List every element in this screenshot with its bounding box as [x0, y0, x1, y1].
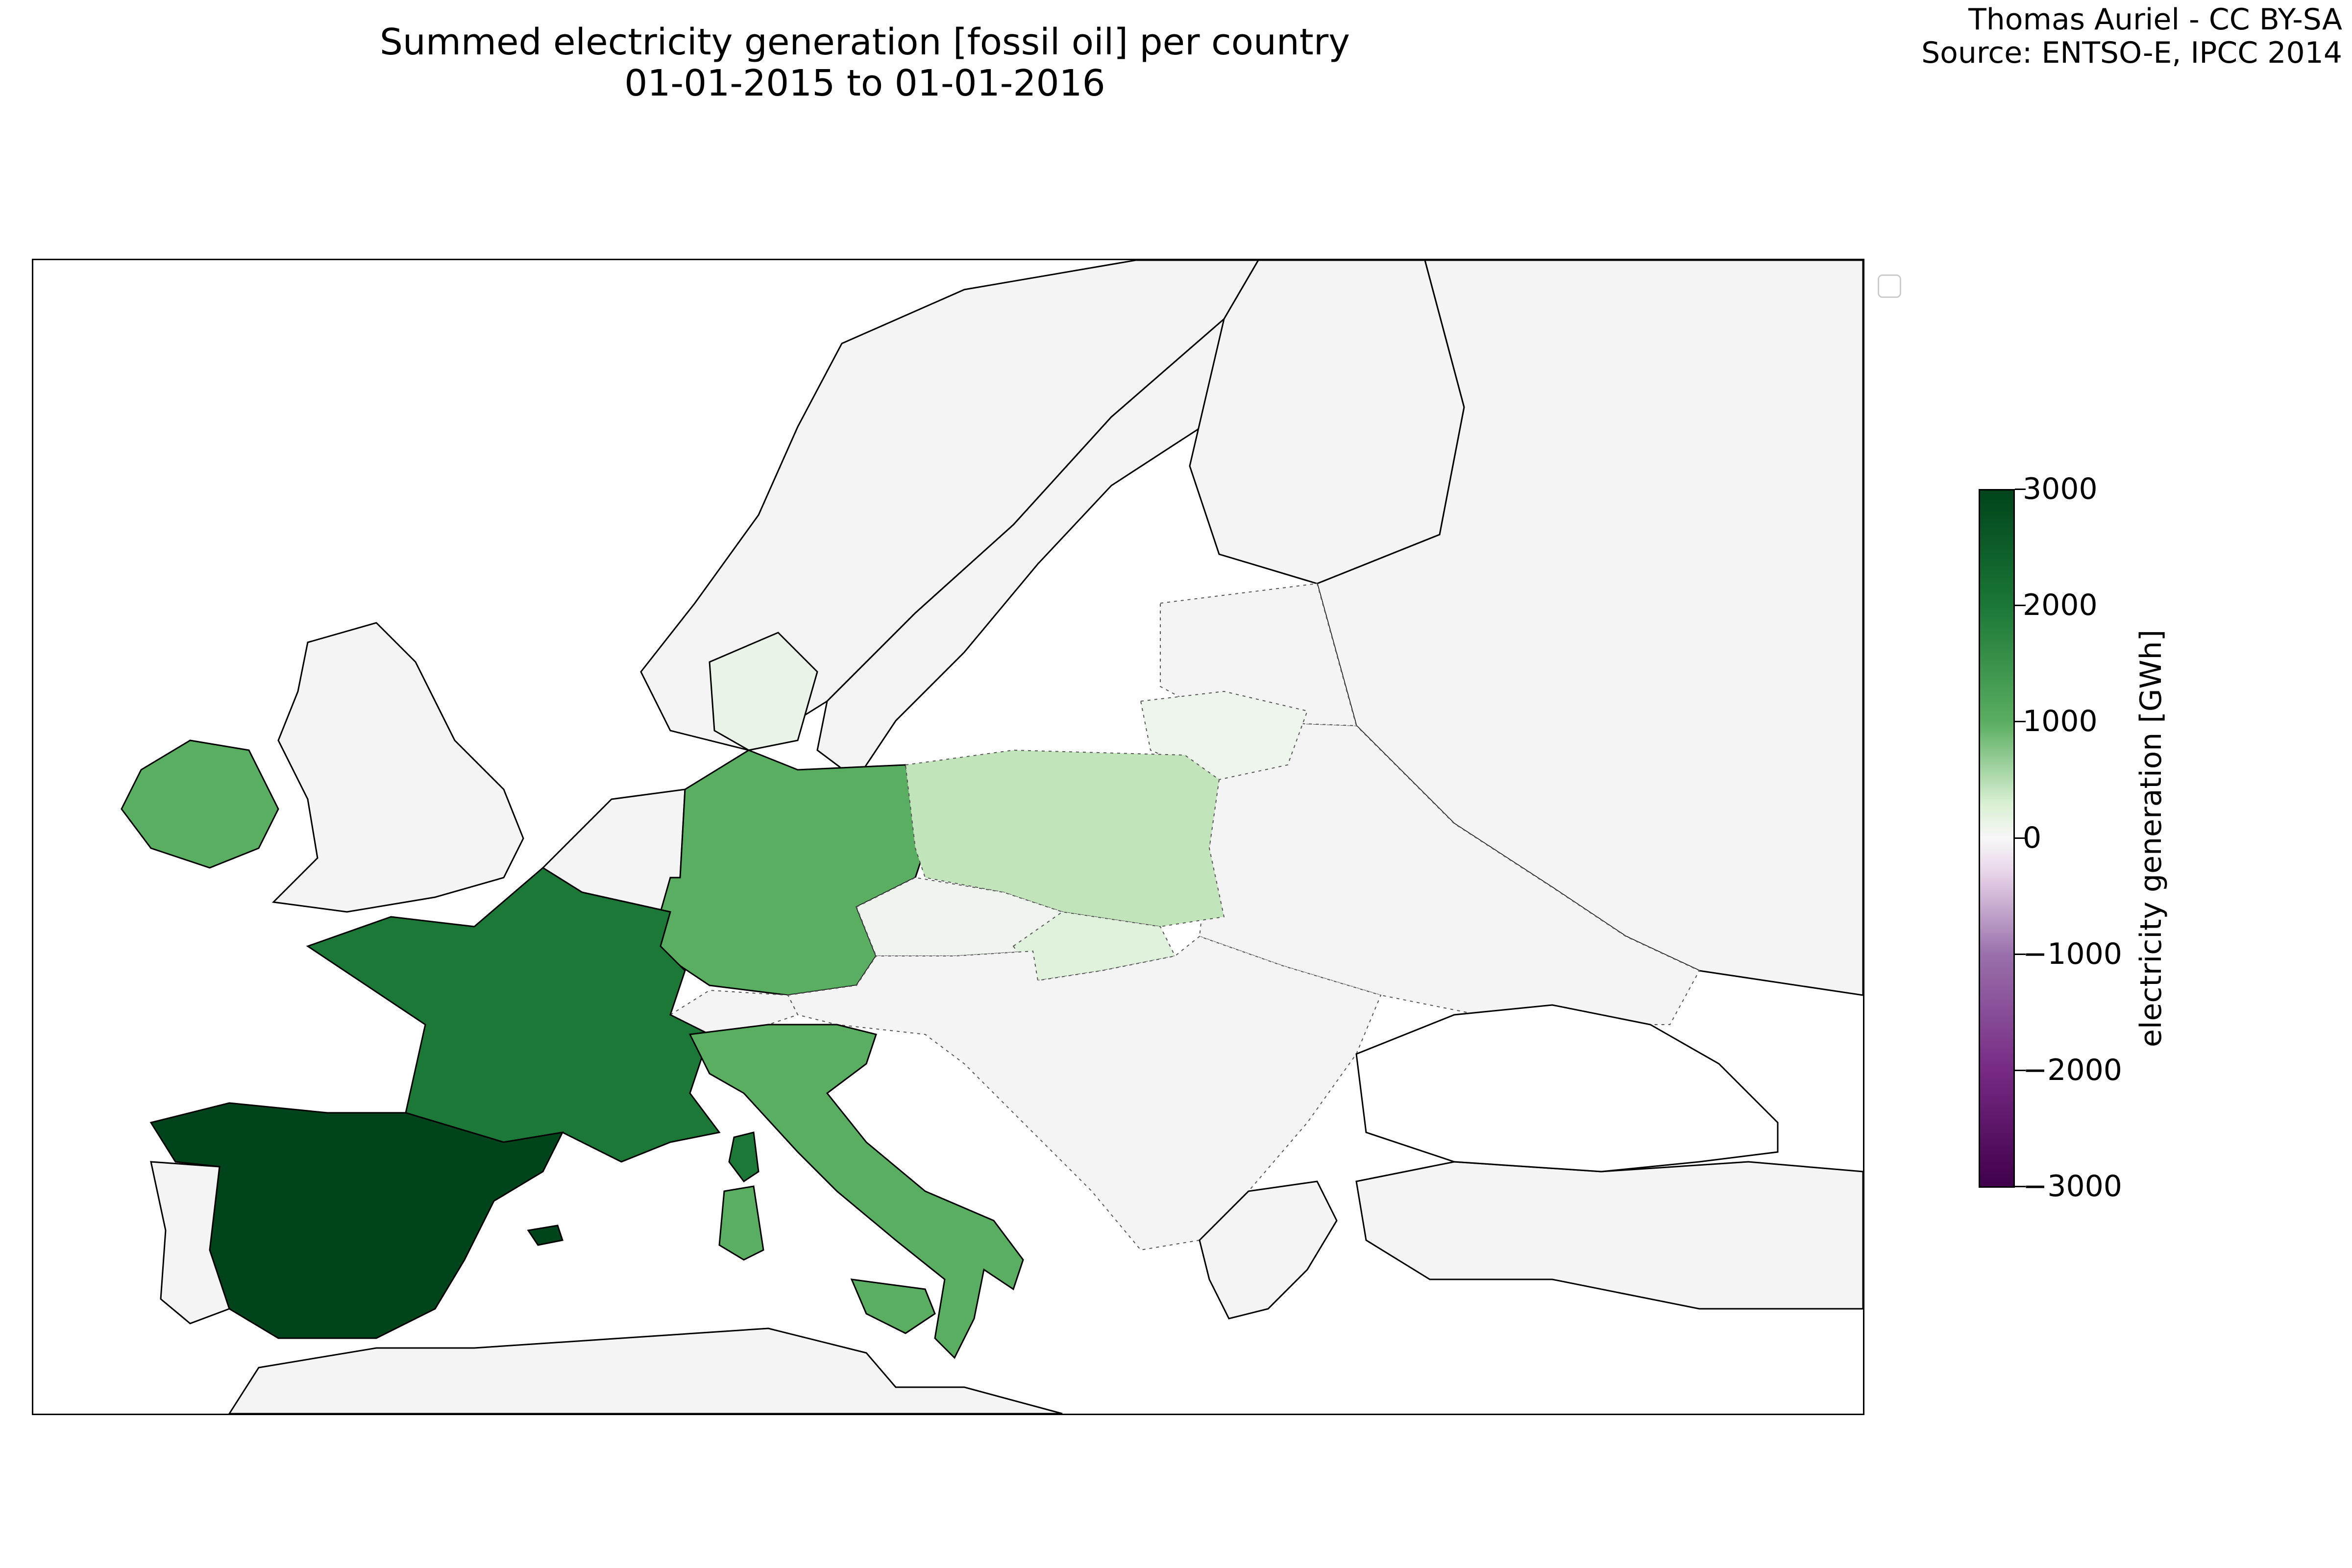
legend-box — [1878, 274, 1901, 298]
attribution: Thomas Auriel - CC BY-SA Source: ENTSO-E… — [1921, 3, 2342, 70]
country-portugal — [150, 1161, 230, 1324]
country-greece — [1199, 1180, 1338, 1320]
colorbar-tick-label: −2000 — [2023, 1053, 2122, 1087]
map-panel — [32, 259, 1864, 1415]
country-finland — [1189, 260, 1465, 585]
colorbar-tick-mark — [2015, 489, 2026, 490]
data-source: Source: ENTSO-E, IPCC 2014 — [1921, 36, 2342, 70]
island-sardinia — [718, 1185, 764, 1261]
colorbar-tick-label: −3000 — [2023, 1169, 2122, 1203]
island-sicily — [850, 1278, 936, 1334]
colorbar-tick-mark — [2015, 837, 2026, 839]
country-switzerland — [669, 989, 799, 1035]
country-turkey — [1355, 1161, 1863, 1310]
country-poland — [905, 749, 1225, 928]
colorbar-label: electricity generation [GWh] — [2134, 629, 2168, 1048]
map-title: Summed electricity generation [fossil oi… — [0, 22, 1730, 104]
country-ireland — [121, 739, 279, 869]
island-corsica — [728, 1131, 760, 1183]
colorbar-tick-label: 0 — [2023, 820, 2042, 855]
country-united-kingdom — [271, 622, 524, 913]
colorbar-tick-label: −1000 — [2023, 936, 2122, 971]
country-denmark — [709, 632, 818, 751]
island-balearics — [527, 1225, 564, 1246]
colorbar-tick-mark — [2015, 1186, 2026, 1187]
colorbar-tick-label: 3000 — [2023, 472, 2098, 506]
colorbar-tick-mark — [2015, 721, 2026, 723]
colorbar-tick-mark — [2015, 1069, 2026, 1071]
title-line-2: 01-01-2015 to 01-01-2016 — [624, 62, 1105, 104]
country-italy — [688, 1024, 1024, 1359]
colorbar-tick-mark — [2015, 605, 2026, 607]
country-belarus-ukraine — [1199, 720, 1700, 1025]
colorbar-tick-mark — [2015, 953, 2026, 955]
europe-map — [121, 260, 1863, 1414]
colorbar-tick-label: 1000 — [2023, 704, 2098, 739]
region-north-africa — [228, 1327, 1063, 1414]
title-line-1: Summed electricity generation [fossil oi… — [379, 21, 1350, 63]
country-central-europe — [787, 935, 1382, 1251]
sea-black-sea — [1355, 1004, 1779, 1173]
author-credit: Thomas Auriel - CC BY-SA — [1968, 2, 2342, 37]
colorbar-tick-label: 2000 — [2023, 588, 2098, 623]
colorbar — [1979, 489, 2015, 1188]
